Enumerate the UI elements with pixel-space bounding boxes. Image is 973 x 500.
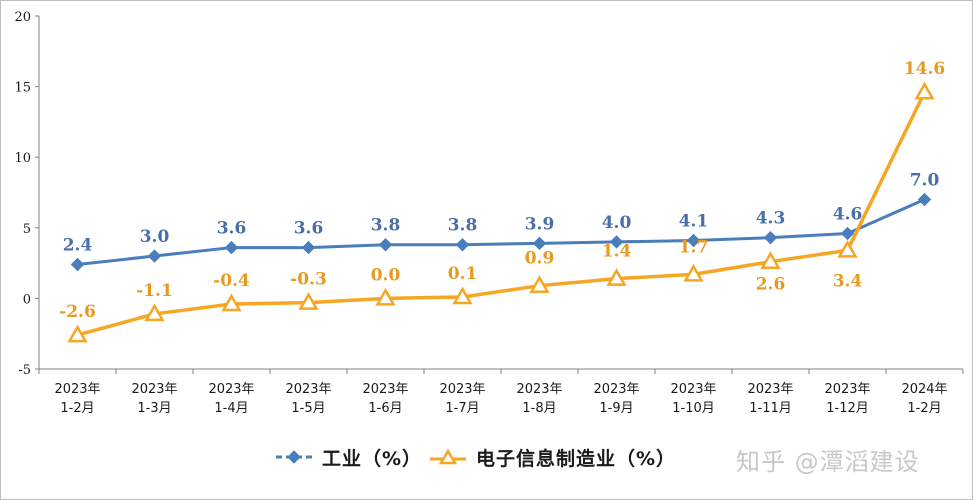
legend-item-electronics: 电子信息制造业（%）	[428, 440, 676, 474]
data-point-industry	[917, 192, 932, 207]
y-tick-label: 0	[23, 292, 31, 307]
data-point-industry	[70, 257, 85, 272]
data-label-industry: 4.1	[679, 212, 709, 232]
x-tick-label-year: 2023年	[747, 382, 793, 397]
y-tick-label: 15	[14, 81, 31, 96]
data-label-electronics: -2.6	[59, 302, 96, 322]
x-tick-label-period: 1-11月	[749, 401, 792, 416]
data-point-industry	[147, 249, 162, 263]
data-label-electronics: 1.7	[679, 237, 709, 257]
data-label-industry: 3.8	[371, 216, 401, 236]
data-point-electronics	[67, 324, 88, 343]
x-tick-label-year: 2023年	[362, 382, 408, 397]
data-point-industry	[301, 240, 316, 255]
data-point-industry	[378, 238, 393, 252]
data-label-electronics: 0.9	[525, 249, 555, 269]
series-line-electronics	[77, 91, 927, 337]
x-tick-label-year: 2023年	[516, 382, 562, 397]
data-label-electronics: 0.1	[448, 264, 478, 284]
data-point-industry	[686, 233, 701, 248]
data-point-electronics	[375, 287, 396, 306]
y-tick-label: -5	[18, 363, 31, 378]
legend-item-industry: 工业（%）	[274, 440, 422, 474]
data-label-electronics: 3.4	[833, 271, 863, 291]
data-label-industry: 4.0	[602, 213, 632, 233]
data-point-electronics	[221, 293, 242, 312]
data-point-electronics	[144, 303, 165, 322]
data-point-electronics	[452, 286, 473, 305]
data-label-industry: 4.3	[756, 209, 786, 229]
x-tick-label-period: 1-9月	[599, 401, 633, 416]
x-tick-label-year: 2023年	[670, 382, 716, 397]
data-point-industry	[840, 226, 855, 241]
x-tick-label-period: 1-2月	[907, 401, 941, 416]
x-tick-label-period: 1-10月	[672, 401, 715, 416]
data-label-industry: 7.0	[910, 171, 940, 191]
legend-triangle-line-icon	[430, 448, 466, 465]
data-label-industry: 3.9	[525, 214, 555, 234]
data-point-electronics	[914, 81, 935, 100]
data-label-electronics: 14.6	[904, 59, 945, 79]
data-label-electronics: 1.4	[602, 242, 632, 262]
data-label-electronics: 0.0	[371, 265, 401, 285]
data-label-electronics: -1.1	[136, 281, 173, 301]
data-label-electronics: -0.3	[290, 270, 327, 290]
data-point-electronics	[760, 251, 781, 269]
data-label-industry: 3.0	[140, 227, 170, 247]
x-tick-label-year: 2023年	[593, 382, 639, 397]
x-tick-label-period: 1-5月	[291, 401, 325, 416]
data-label-industry: 4.6	[833, 204, 863, 224]
x-tick-label-period: 1-3月	[137, 401, 171, 416]
legend-diamond-line-icon	[276, 450, 312, 464]
data-point-industry	[532, 236, 547, 251]
watermark: 知乎 @潭滔建设	[736, 448, 920, 476]
data-point-industry	[609, 235, 624, 249]
legend-label-industry: 工业（%）	[322, 447, 423, 470]
x-tick-label-period: 1-12月	[826, 401, 869, 416]
y-tick-label: 5	[23, 222, 31, 237]
x-tick-label-period: 1-6月	[368, 401, 402, 416]
y-tick-label: 10	[14, 151, 31, 166]
data-label-electronics: 2.6	[756, 275, 786, 295]
data-point-electronics	[683, 263, 704, 282]
x-tick-label-year: 2024年	[901, 382, 947, 397]
x-tick-label-year: 2023年	[131, 382, 177, 397]
data-point-electronics	[298, 292, 319, 310]
x-tick-label-period: 1-4月	[214, 401, 248, 416]
x-tick-label-period: 1-8月	[522, 401, 556, 416]
data-label-industry: 3.6	[294, 219, 324, 239]
data-point-industry	[455, 238, 470, 252]
data-point-industry	[763, 230, 778, 245]
series-line-industry	[77, 198, 926, 267]
x-tick-label-year: 2023年	[208, 382, 254, 397]
x-tick-label-year: 2023年	[54, 382, 100, 397]
data-point-electronics	[837, 239, 858, 258]
x-tick-label-year: 2023年	[824, 382, 870, 397]
y-tick-label: 20	[14, 10, 31, 25]
x-tick-label-year: 2023年	[285, 382, 331, 397]
data-label-industry: 3.6	[217, 219, 247, 239]
legend: 工业（%） 电子信息制造业（%）	[0, 440, 973, 474]
x-tick-label-period: 1-2月	[60, 401, 94, 416]
data-point-industry	[224, 240, 239, 255]
data-label-industry: 2.4	[63, 236, 93, 256]
data-label-industry: 3.8	[448, 216, 478, 236]
data-point-electronics	[606, 268, 627, 286]
data-point-electronics	[529, 275, 550, 293]
x-tick-label-year: 2023年	[439, 382, 485, 397]
x-tick-label-period: 1-7月	[445, 401, 479, 416]
data-label-electronics: -0.4	[213, 271, 250, 291]
legend-label-electronics: 电子信息制造业（%）	[476, 447, 677, 470]
